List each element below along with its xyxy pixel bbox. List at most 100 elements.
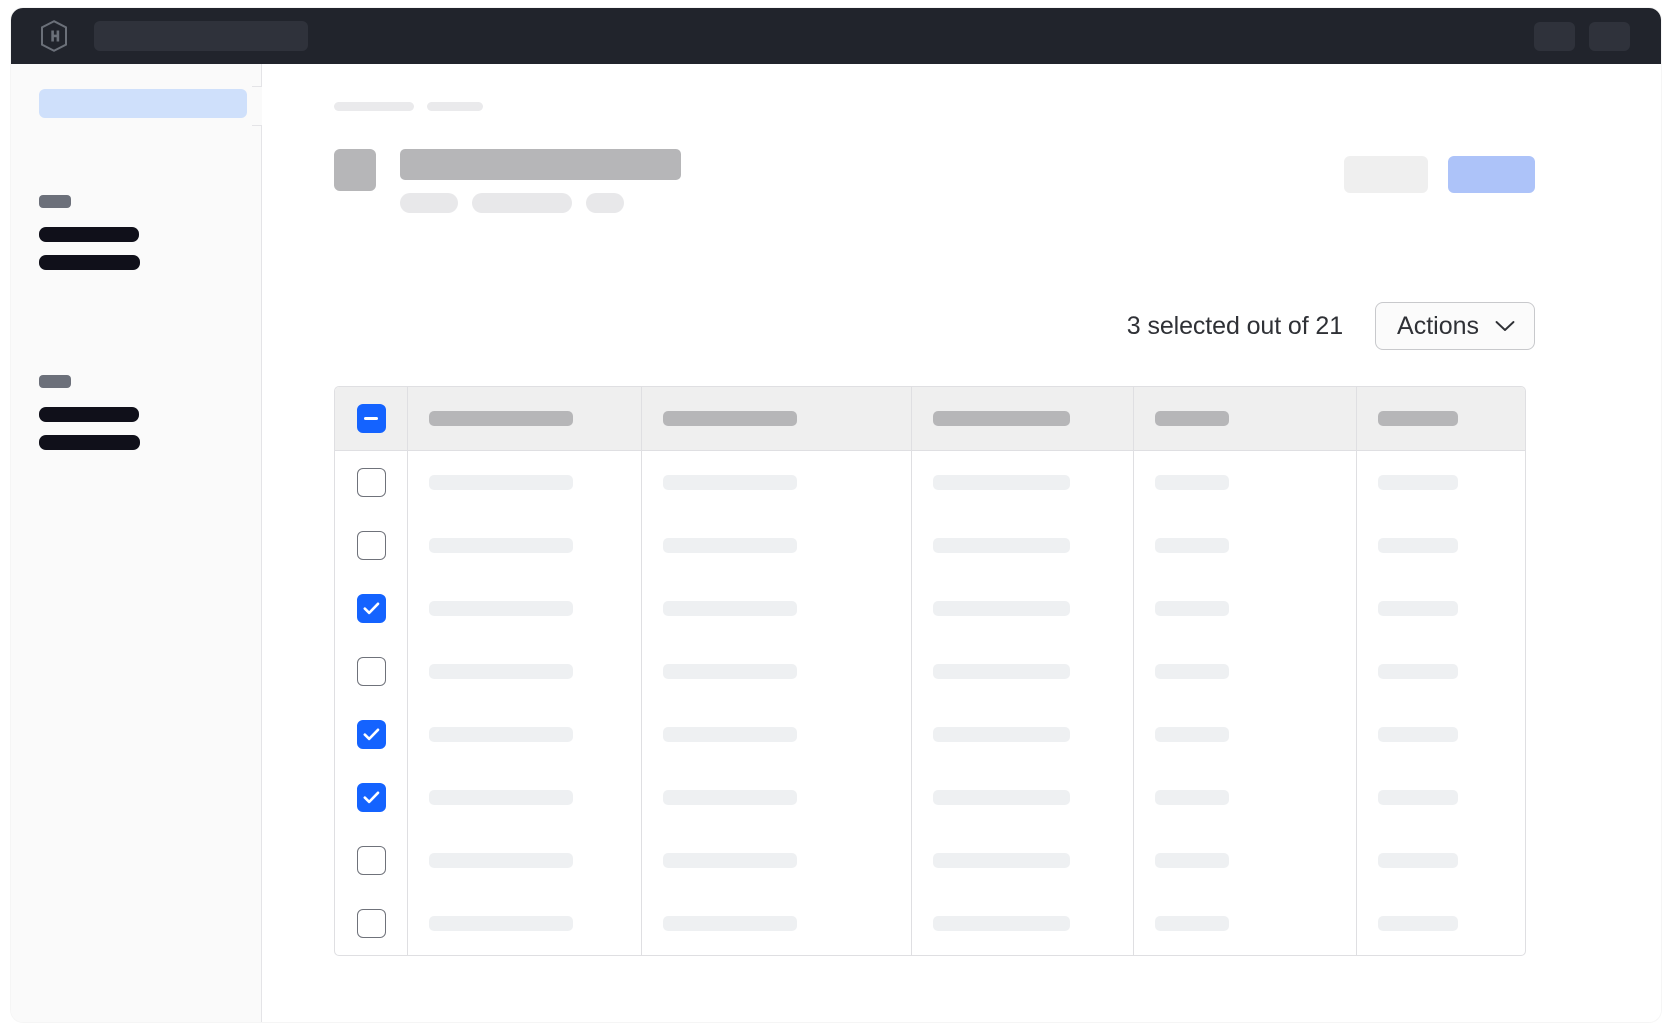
table-row[interactable] xyxy=(335,577,1525,640)
table-cell xyxy=(1134,514,1357,577)
cell-value xyxy=(429,475,573,490)
row-checkbox[interactable] xyxy=(356,657,386,686)
table-row[interactable] xyxy=(335,766,1525,829)
table-cell xyxy=(912,766,1134,829)
row-select-cell xyxy=(335,703,408,766)
cell-value xyxy=(663,790,797,805)
actions-dropdown-button[interactable]: Actions xyxy=(1375,302,1535,350)
row-checkbox[interactable] xyxy=(356,846,386,875)
table-row[interactable] xyxy=(335,829,1525,892)
table-row[interactable] xyxy=(335,451,1525,514)
table-cell xyxy=(408,703,642,766)
column-header-label-4 xyxy=(1155,411,1229,426)
primary-button[interactable] xyxy=(1448,156,1535,193)
cell-value xyxy=(933,475,1070,490)
table-cell xyxy=(912,703,1134,766)
row-checkbox[interactable] xyxy=(356,594,386,623)
column-header-3[interactable] xyxy=(912,387,1134,450)
cell-value xyxy=(1378,475,1458,490)
table-select-all-cell xyxy=(335,387,408,450)
cell-value xyxy=(1378,916,1458,931)
sidebar-item-1-1[interactable] xyxy=(39,227,139,242)
page-meta-pills xyxy=(400,193,681,213)
meta-pill-3 xyxy=(586,193,624,213)
breadcrumb-item-1[interactable] xyxy=(334,102,414,111)
cell-value xyxy=(933,538,1070,553)
row-select-cell xyxy=(335,892,408,955)
column-header-1[interactable] xyxy=(408,387,642,450)
cell-value xyxy=(1378,601,1458,616)
row-select-cell xyxy=(335,451,408,514)
cell-value xyxy=(429,853,573,868)
top-navigation-bar xyxy=(11,8,1661,64)
nav-button-2[interactable] xyxy=(1589,21,1630,51)
row-select-cell xyxy=(335,829,408,892)
table-cell xyxy=(642,514,912,577)
row-checkbox[interactable] xyxy=(356,720,386,749)
cell-value xyxy=(933,664,1070,679)
table-row[interactable] xyxy=(335,892,1525,955)
cell-value xyxy=(933,727,1070,742)
column-header-2[interactable] xyxy=(642,387,912,450)
cell-value xyxy=(429,538,573,553)
cell-value xyxy=(1155,790,1229,805)
column-header-label-5 xyxy=(1378,411,1458,426)
sidebar-item-2-1[interactable] xyxy=(39,407,139,422)
row-checkbox[interactable] xyxy=(356,531,386,560)
select-all-checkbox[interactable] xyxy=(356,404,386,433)
column-header-label-2 xyxy=(663,411,797,426)
main-content: 3 selected out of 21 Actions xyxy=(262,64,1661,1022)
column-header-label-3 xyxy=(933,411,1070,426)
cell-value xyxy=(663,601,797,616)
table-cell xyxy=(912,577,1134,640)
secondary-button[interactable] xyxy=(1344,156,1428,193)
nav-button-1[interactable] xyxy=(1534,21,1575,51)
breadcrumb-item-2[interactable] xyxy=(427,102,483,111)
table-cell xyxy=(408,640,642,703)
page-header-actions xyxy=(1344,156,1535,193)
row-checkbox[interactable] xyxy=(356,909,386,938)
cell-value xyxy=(1378,853,1458,868)
hashicorp-logo-icon[interactable] xyxy=(39,20,69,52)
cell-value xyxy=(1155,664,1229,679)
sidebar-category-label-2 xyxy=(39,375,71,388)
sidebar-group-1 xyxy=(39,195,140,283)
sidebar-item-1-2[interactable] xyxy=(39,255,140,270)
table-cell xyxy=(642,703,912,766)
column-header-5[interactable] xyxy=(1357,387,1525,450)
nav-search-input[interactable] xyxy=(94,21,308,51)
cell-value xyxy=(1155,916,1229,931)
cell-value xyxy=(1155,601,1229,616)
selection-toolbar: 3 selected out of 21 Actions xyxy=(1127,302,1535,350)
row-checkbox[interactable] xyxy=(356,783,386,812)
table-row[interactable] xyxy=(335,703,1525,766)
row-select-cell xyxy=(335,640,408,703)
table-cell xyxy=(408,766,642,829)
cell-value xyxy=(1155,538,1229,553)
chevron-down-icon xyxy=(1495,320,1515,332)
table-cell xyxy=(912,514,1134,577)
cell-value xyxy=(933,601,1070,616)
cell-value xyxy=(933,916,1070,931)
table-cell xyxy=(408,892,642,955)
table-cell xyxy=(1134,829,1357,892)
column-header-4[interactable] xyxy=(1134,387,1357,450)
cell-value xyxy=(1378,538,1458,553)
cell-value xyxy=(933,790,1070,805)
table-row[interactable] xyxy=(335,514,1525,577)
cell-value xyxy=(663,475,797,490)
table-row[interactable] xyxy=(335,640,1525,703)
row-checkbox[interactable] xyxy=(356,468,386,497)
row-select-cell xyxy=(335,514,408,577)
table-cell xyxy=(1357,577,1525,640)
nav-right-actions xyxy=(1534,21,1630,51)
table-cell xyxy=(408,829,642,892)
page-title xyxy=(400,149,681,180)
sidebar-item-2-2[interactable] xyxy=(39,435,140,450)
table-cell xyxy=(1134,640,1357,703)
cell-value xyxy=(1155,727,1229,742)
page-title-block xyxy=(400,149,681,213)
page-header xyxy=(334,149,681,213)
sidebar-active-item[interactable] xyxy=(39,89,247,118)
table-cell xyxy=(1134,577,1357,640)
